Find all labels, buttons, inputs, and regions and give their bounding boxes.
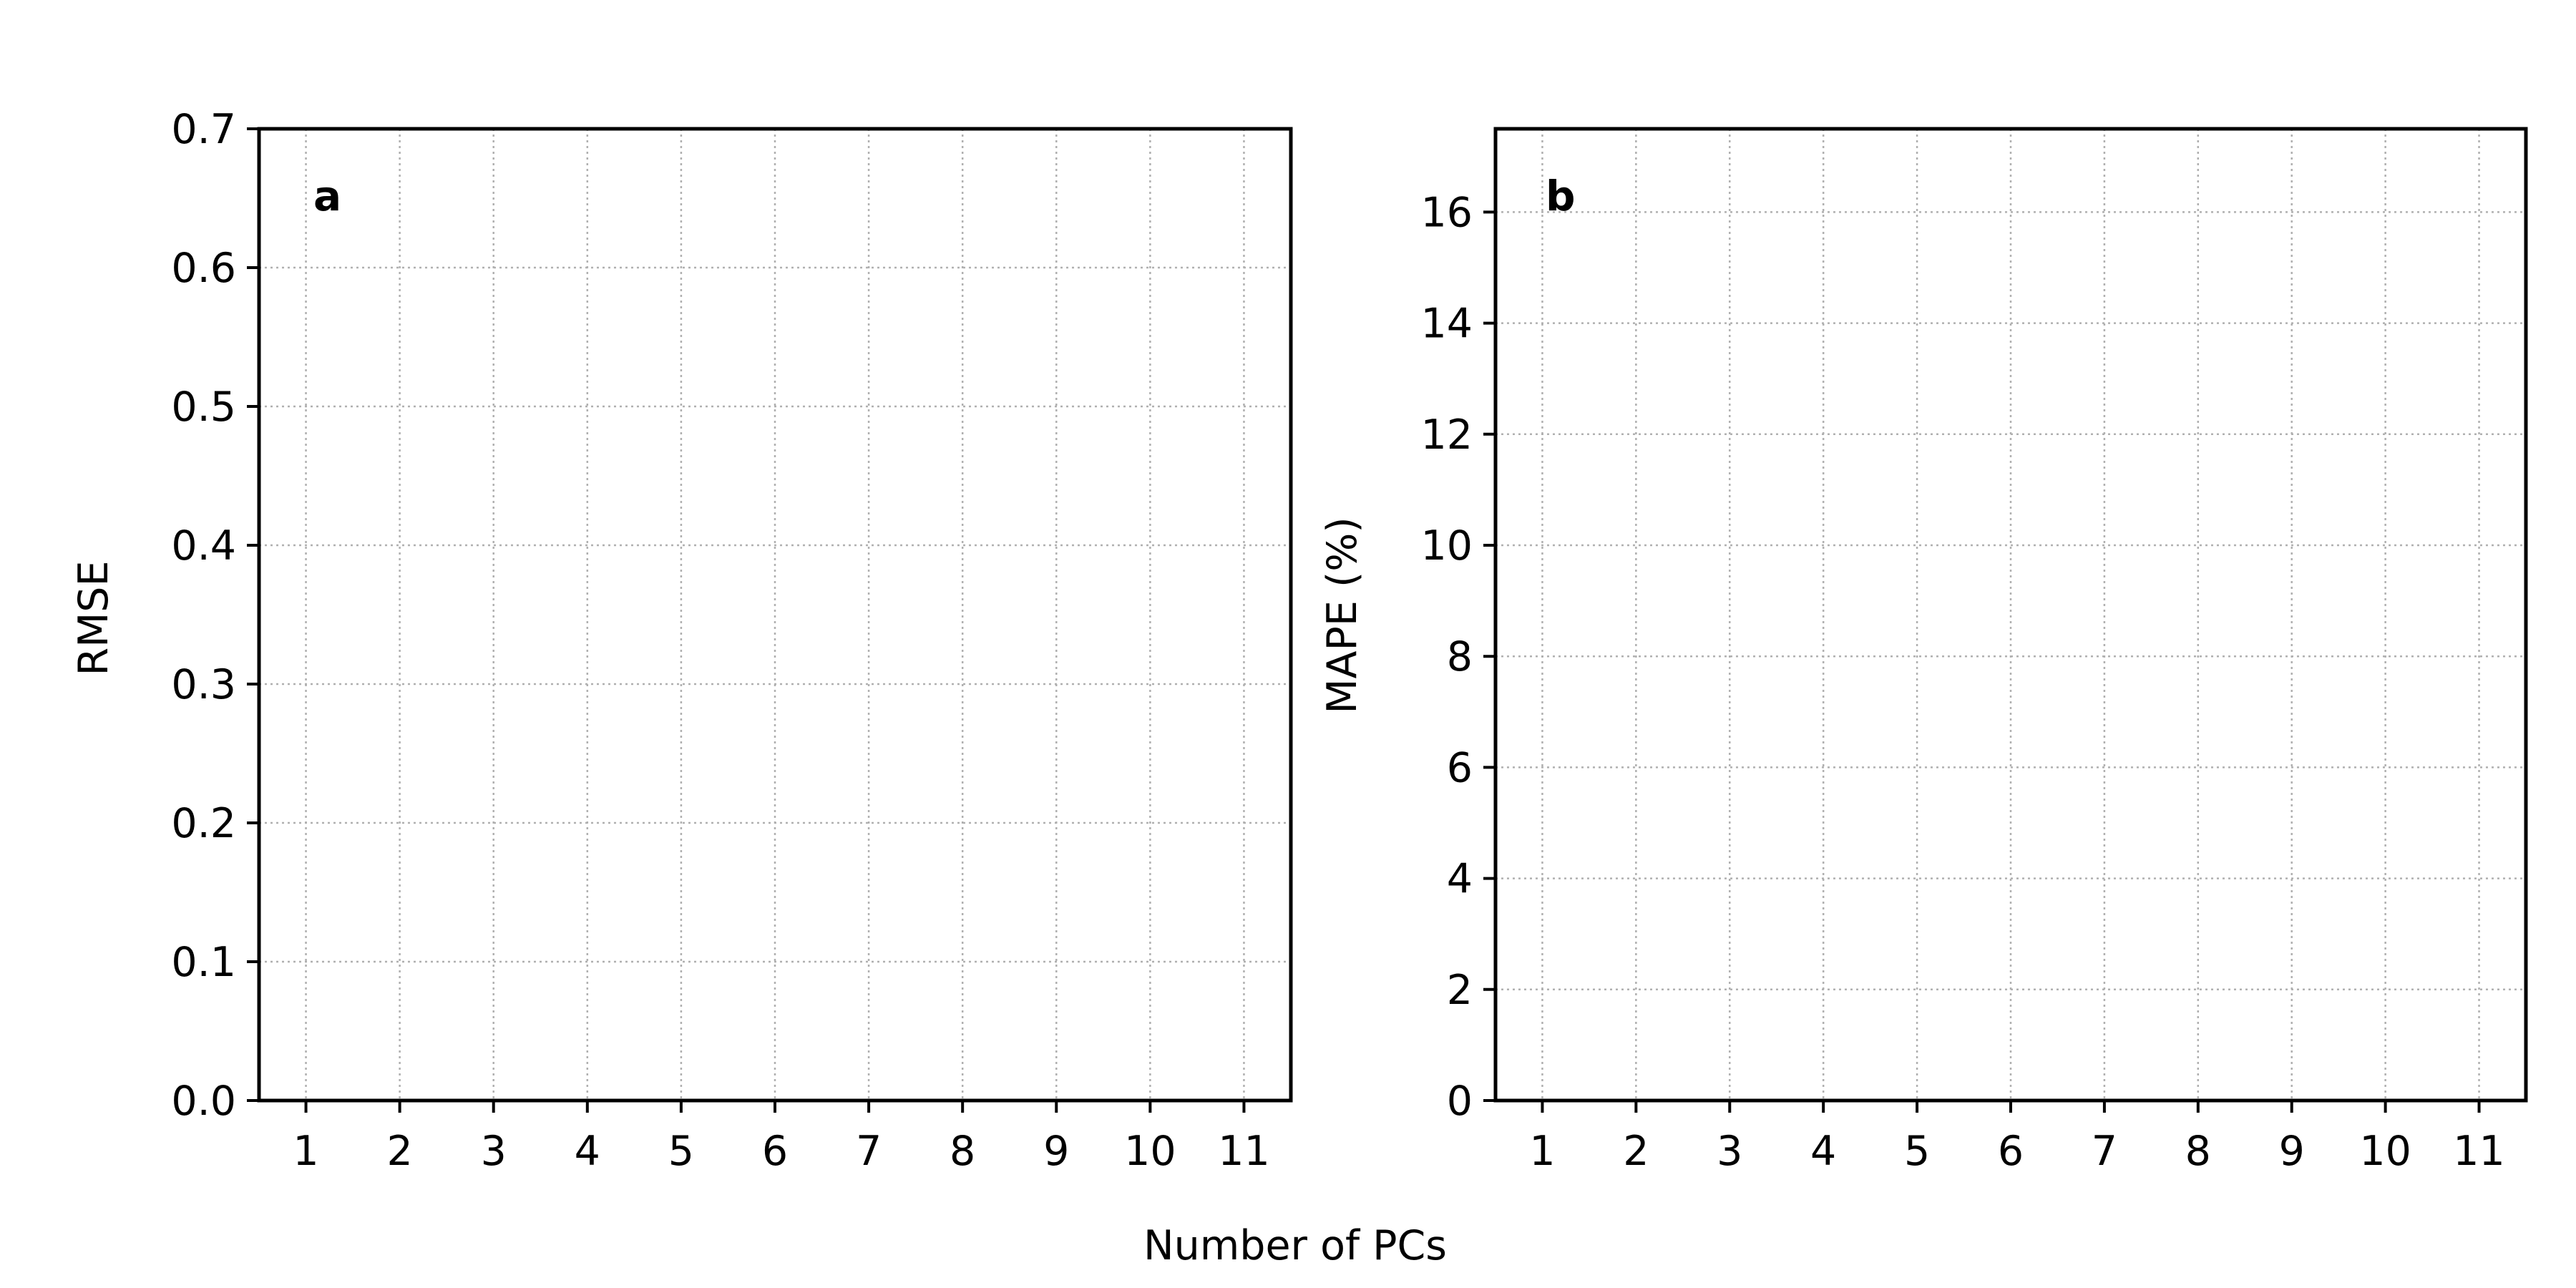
- y-tick-label-b-0: 0: [1447, 1078, 1473, 1125]
- y-tick-label-b-8: 16: [1420, 189, 1473, 236]
- x-tick-label-a-4: 4: [575, 1128, 600, 1175]
- y-tick-label-a-6: 0.6: [171, 245, 236, 292]
- x-tick-label-b-4: 4: [1810, 1128, 1836, 1175]
- x-tick-label-a-1: 1: [293, 1128, 318, 1175]
- x-tick-label-a-5: 5: [668, 1128, 694, 1175]
- x-tick-label-b-6: 6: [1998, 1128, 2024, 1175]
- x-tick-label-b-7: 7: [2092, 1128, 2117, 1175]
- x-tick-label-a-8: 8: [950, 1128, 975, 1175]
- y-tick-label-a-5: 0.5: [171, 384, 236, 431]
- x-tick-label-a-7: 7: [856, 1128, 882, 1175]
- x-tick-label-a-6: 6: [762, 1128, 788, 1175]
- y-tick-label-a-1: 0.1: [171, 939, 236, 986]
- x-tick-label-b-8: 8: [2185, 1128, 2211, 1175]
- y-tick-label-a-0: 0.0: [171, 1078, 236, 1125]
- x-tick-label-b-2: 2: [1623, 1128, 1649, 1175]
- x-tick-label-b-5: 5: [1904, 1128, 1930, 1175]
- x-tick-label-a-2: 2: [387, 1128, 413, 1175]
- grid-a: [259, 129, 1291, 1101]
- y-tick-label-b-4: 8: [1447, 633, 1473, 680]
- x-tick-label-b-1: 1: [1529, 1128, 1555, 1175]
- x-tick-label-b-3: 3: [1717, 1128, 1742, 1175]
- x-tick-label-a-9: 9: [1043, 1128, 1069, 1175]
- x-tick-label-a-11: 11: [1218, 1128, 1270, 1175]
- y-tick-label-b-6: 12: [1420, 411, 1473, 459]
- x-tick-label-b-11: 11: [2453, 1128, 2505, 1175]
- y-tick-label-b-3: 6: [1447, 744, 1473, 791]
- x-axis-label: Number of PCs: [1143, 1222, 1447, 1269]
- x-tick-label-b-9: 9: [2279, 1128, 2305, 1175]
- y-axis-label-b: MAPE (%): [1319, 517, 1366, 713]
- y-tick-label-a-3: 0.3: [171, 661, 236, 708]
- grid-b: [1496, 129, 2526, 1101]
- y-tick-label-a-4: 0.4: [171, 522, 236, 570]
- panel-a: 1 2 3 4 5 6 7 8 9 10 110.00.10.20.30.40.50.60.7 a …: [70, 106, 1293, 1175]
- panel-label-b: b: [1546, 172, 1576, 220]
- panel-label-a: a: [313, 172, 341, 220]
- y-tick-label-b-2: 4: [1447, 856, 1473, 903]
- x-tick-label-a-3: 3: [481, 1128, 507, 1175]
- ticks-a: 1 2 3 4 5 6 7 8 9 10 11 0.0 0.1 0.2 0.3 0.4 0.5 0.6 0.7: [171, 106, 1269, 1175]
- x-tick-label-b-10: 10: [2359, 1128, 2411, 1175]
- y-axis-label-a: RMSE: [70, 561, 117, 676]
- x-tick-label-a-10: 10: [1124, 1128, 1176, 1175]
- y-tick-label-b-1: 2: [1447, 967, 1473, 1014]
- y-tick-label-a-2: 0.2: [171, 800, 236, 847]
- y-tick-label-b-7: 14: [1420, 301, 1473, 348]
- y-tick-label-a-7: 0.7: [171, 106, 236, 153]
- y-tick-label-b-5: 10: [1420, 522, 1473, 570]
